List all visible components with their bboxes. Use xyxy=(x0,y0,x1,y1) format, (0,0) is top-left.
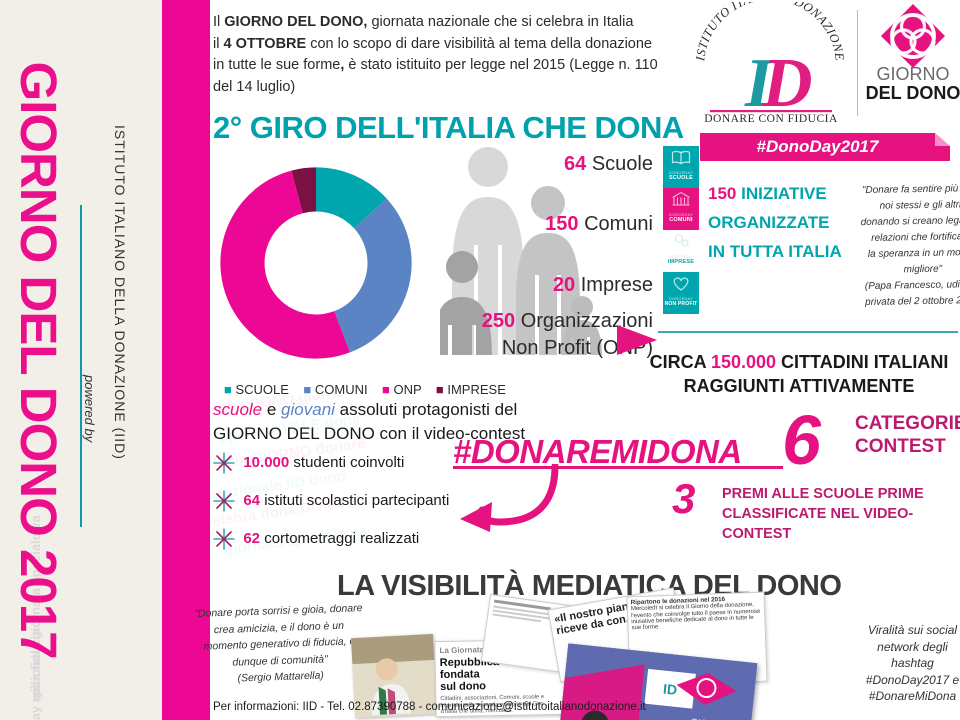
svg-text:DONARE CON FIDUCIA: DONARE CON FIDUCIA xyxy=(704,113,838,125)
svg-text:ID: ID xyxy=(662,681,678,698)
